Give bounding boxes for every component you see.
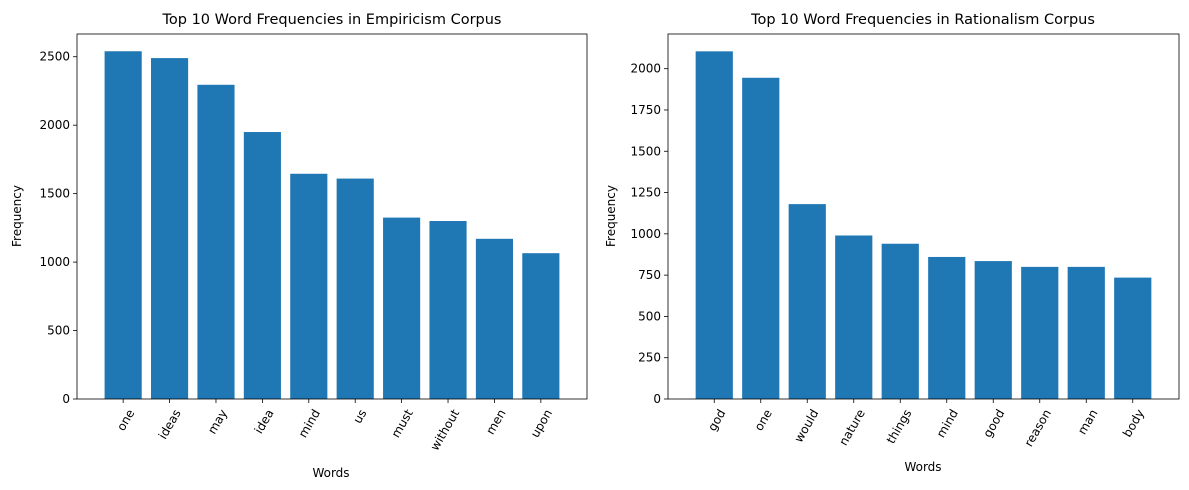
x-axis-label: Words (312, 466, 349, 480)
bar-good (974, 261, 1012, 399)
bar-us (336, 178, 374, 399)
y-ticks: 0 250 500 750 1000 1250 1500 1750 2000 (630, 62, 668, 406)
y-tick-label: 1250 (630, 186, 661, 200)
y-tick-label: 1500 (630, 144, 661, 158)
empiricism-chart: Top 10 Word Frequencies in Empiricism Co… (10, 12, 588, 480)
y-tick-label: 250 (638, 351, 661, 365)
y-tick-label: 1000 (630, 227, 661, 241)
y-tick-label: 1000 (39, 255, 70, 269)
chart-title: Top 10 Word Frequencies in Rationalism C… (750, 12, 1095, 28)
bar-without (429, 221, 467, 399)
x-axis-label: Words (904, 460, 941, 474)
bar-man (1067, 266, 1105, 399)
bar-must (383, 217, 421, 399)
y-tick-label: 1750 (630, 103, 661, 117)
bar-may (197, 84, 235, 399)
y-tick-label: 500 (638, 309, 661, 323)
bar-mind (290, 173, 328, 399)
plot-frame (76, 33, 588, 400)
y-tick-label: 0 (653, 392, 661, 406)
y-tick-label: 2000 (39, 118, 70, 132)
y-tick-label: 750 (638, 268, 661, 282)
bar-reason (1021, 266, 1059, 399)
bar-group (695, 51, 1152, 400)
y-ticks: 0 500 1000 1500 2000 2500 (39, 50, 77, 406)
bar-group (104, 51, 560, 399)
bar-would (788, 204, 826, 399)
y-tick-label: 2000 (630, 62, 661, 76)
x-tick-label: us (350, 407, 369, 426)
bar-nature (835, 235, 873, 399)
bar-one (104, 51, 142, 399)
y-axis-label: Frequency (10, 185, 24, 247)
bar-mind (928, 256, 966, 399)
bar-one (742, 77, 780, 400)
y-tick-label: 500 (47, 324, 70, 338)
chart-title: Top 10 Word Frequencies in Empiricism Co… (162, 12, 502, 28)
bar-idea (243, 132, 281, 399)
y-tick-label: 2500 (39, 50, 70, 64)
bar-things (881, 243, 919, 399)
y-axis-label: Frequency (604, 185, 618, 247)
bar-god (695, 51, 733, 400)
y-tick-label: 1500 (39, 187, 70, 201)
bar-body (1114, 277, 1152, 399)
bar-upon (522, 253, 560, 399)
bar-ideas (151, 58, 189, 399)
bar-men (475, 238, 513, 399)
y-tick-label: 0 (62, 392, 70, 406)
plot-frame (667, 33, 1180, 400)
